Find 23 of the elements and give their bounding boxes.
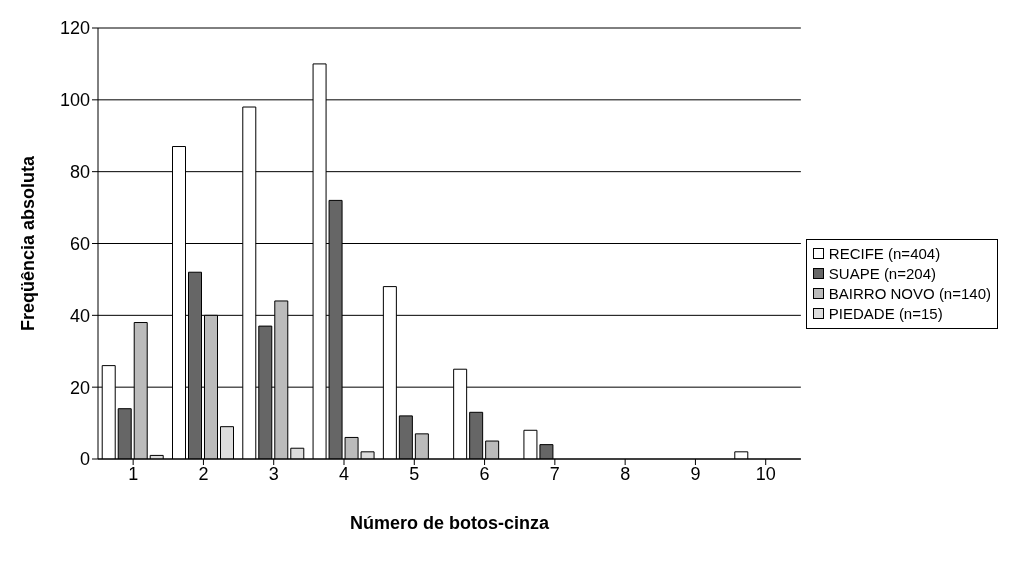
x-tick-label: 5 — [409, 463, 420, 484]
y-tick-label: 40 — [69, 305, 90, 326]
x-tick-label: 2 — [198, 463, 209, 484]
y-tick-label: 60 — [69, 233, 90, 254]
y-tick-label: 120 — [59, 18, 90, 39]
y-tick-label: 100 — [59, 90, 90, 111]
legend-label: RECIFE (n=404) — [828, 243, 941, 264]
x-tick-label: 1 — [128, 463, 139, 484]
legend-label: PIEDADE (n=15) — [828, 303, 943, 324]
y-tick-label: 20 — [69, 377, 90, 398]
y-axis-title: Freqüência absoluta — [18, 154, 39, 332]
x-tick-label: 3 — [268, 463, 279, 484]
x-tick-label: 10 — [755, 463, 776, 484]
x-tick-label: 6 — [479, 463, 490, 484]
x-tick-label: 7 — [549, 463, 560, 484]
y-tick-label: 80 — [69, 162, 90, 183]
legend-label: BAIRRO NOVO (n=140) — [828, 283, 991, 304]
legend-label: SUAPE (n=204) — [828, 263, 936, 284]
x-tick-label: 8 — [620, 463, 631, 484]
x-tick-label: 4 — [338, 463, 350, 484]
y-tick-label: 0 — [79, 449, 90, 470]
x-tick-label: 9 — [690, 463, 701, 484]
x-axis-title: Número de botos-cinza — [349, 513, 550, 533]
